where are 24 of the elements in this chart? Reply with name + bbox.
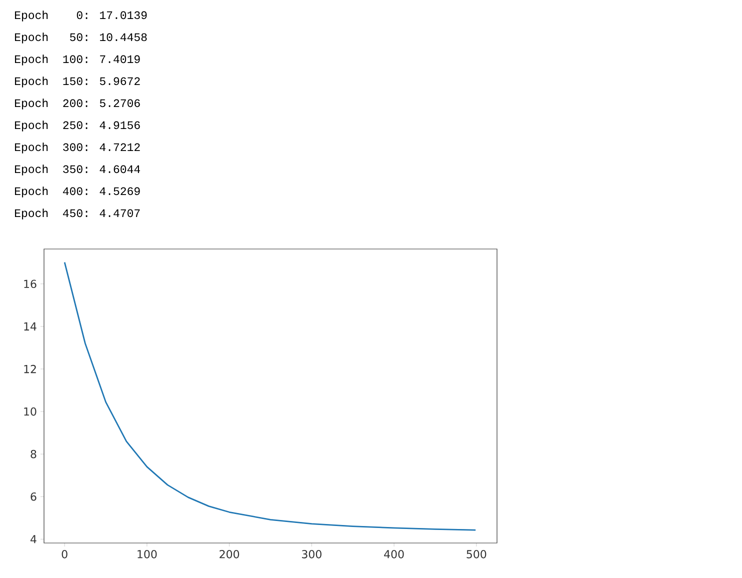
text: Epoch 50: 10.4458: [15, 32, 147, 44]
text: Epoch 100: 7.4019: [15, 54, 140, 66]
text: Epoch 400: 4.5269: [15, 186, 140, 198]
text: Epoch 300: 4.7212: [15, 142, 140, 154]
y-tick-label: 4: [30, 535, 36, 544]
text: Epoch 150: 5.9672: [15, 76, 140, 88]
y-tick-label: 14: [24, 322, 36, 330]
y-tick-label: 16: [24, 280, 36, 288]
x-tick-label: 300: [302, 550, 322, 558]
line-series: [64, 262, 476, 531]
text: Epoch 250: 4.9156: [15, 120, 140, 132]
x-tick-label: 400: [384, 550, 404, 558]
x-tick-label: 0: [62, 550, 68, 558]
text: Epoch 0: 17.0139: [15, 10, 147, 22]
y-tick-label: 10: [24, 407, 36, 416]
x-tick-label: 100: [138, 550, 157, 558]
y-tick-label: 6: [30, 492, 36, 501]
x-tick-label: 200: [220, 550, 240, 558]
text: Epoch 450: 4.4707: [15, 208, 140, 220]
text: Epoch 350: 4.6044: [15, 164, 140, 176]
x-tick-label: 500: [466, 550, 486, 558]
y-tick-label: 8: [30, 450, 36, 458]
y-tick-label: 12: [24, 364, 36, 374]
text: Epoch 200: 5.2706: [15, 98, 140, 110]
